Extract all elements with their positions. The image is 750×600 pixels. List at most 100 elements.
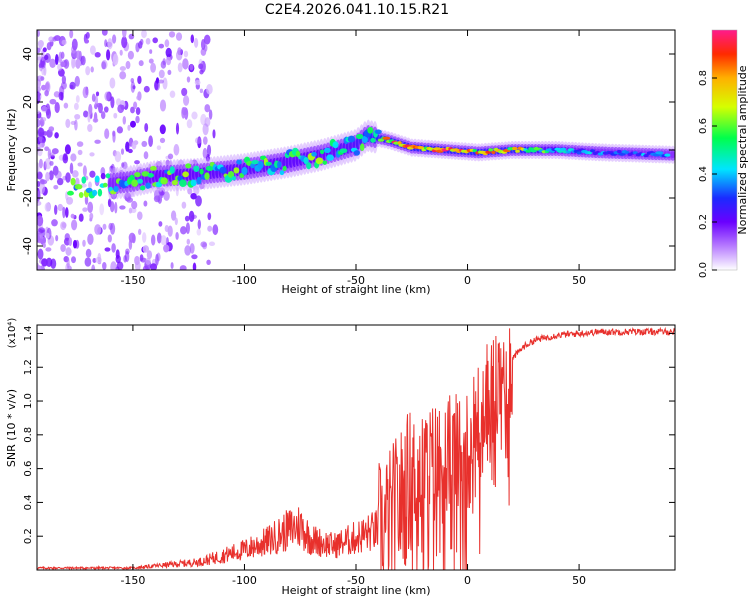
spectrogram-cell [170, 210, 177, 221]
spectrogram-cell [156, 232, 162, 244]
spectrogram-cell [102, 262, 107, 270]
spectrogram-cell [74, 75, 80, 87]
spectrogram-cell [163, 244, 170, 253]
spectrogram-cell [133, 101, 138, 110]
spectrogram-cell [84, 195, 89, 205]
spectrogram-cell [250, 162, 255, 169]
spectrogram-cell [324, 147, 331, 154]
spectrogram-cell [82, 165, 87, 177]
x-tick-label: 0 [464, 574, 471, 587]
spectrogram-cell [167, 69, 172, 76]
spectrogram-cell [135, 115, 140, 124]
spectrogram-cell [37, 265, 42, 270]
spectrogram-cell [159, 137, 166, 144]
spectrogram-cell [62, 206, 66, 219]
spectrogram-cell [112, 53, 119, 66]
spectrogram-cell [55, 234, 59, 242]
spectrogram-cell [361, 135, 368, 144]
spectrogram-cell [212, 224, 219, 236]
spectrogram-cell [37, 233, 40, 243]
spectrogram-cell [143, 85, 150, 93]
spectrogram-cell [150, 62, 157, 73]
snr-x-label: Height of straight line (km) [281, 584, 430, 597]
spectrogram-cell [106, 49, 111, 61]
y-tick-label: 0.8 [23, 427, 34, 443]
spectrogram-cell [488, 148, 494, 152]
spectrogram-cell [63, 59, 70, 69]
spectrogram-cell [110, 261, 117, 270]
spectrogram-cell [142, 232, 147, 243]
spectrogram-cell [169, 166, 175, 174]
spectrogram-cell [185, 222, 190, 235]
spectrogram-cell [257, 161, 264, 169]
spectrogram-cell [131, 141, 137, 150]
spectrogram-cell [102, 223, 107, 230]
spectrogram-cell [56, 177, 64, 186]
spectrogram-cell [73, 102, 79, 111]
spectrogram-cell [37, 118, 41, 128]
spectrogram-cell [181, 107, 188, 116]
spectrogram-cell [190, 34, 195, 44]
spectrogram-cell [102, 182, 108, 188]
colorbar: 0.0 0.2 0.4 0.6 0.8 Normalized spectral ampl… [698, 29, 749, 278]
spectrogram-cell [58, 91, 64, 101]
spectrogram-cell [202, 147, 208, 159]
spectrogram-cell [74, 184, 83, 190]
spectrogram-cell [189, 63, 194, 71]
spectrogram-cell [61, 75, 67, 85]
spectrogram-cell [99, 203, 105, 216]
spectrogram-cell [71, 256, 76, 264]
spectrogram-cell [60, 81, 67, 90]
spectrogram-cell [158, 69, 165, 79]
spectrogram-cell [89, 152, 95, 157]
spectrogram-cell [103, 106, 109, 113]
spectrogram-cell [241, 167, 248, 175]
spectrogram-cell [94, 224, 102, 235]
spectrogram-cell [145, 257, 151, 265]
spectrogram-cell [44, 157, 52, 170]
spectrogram-cell [141, 171, 150, 177]
spectrogram-cell [233, 167, 240, 174]
spectrogram-cell [576, 151, 582, 155]
x-tick-label: 0 [464, 274, 471, 287]
spectrogram-cell [94, 175, 100, 183]
spectrogram-cell [131, 179, 139, 187]
spectrogram-cell [382, 136, 391, 140]
spectrogram-cell [69, 162, 74, 174]
spectrogram-cell [303, 157, 309, 165]
colorbar-tick-label: 0.6 [698, 118, 709, 134]
spectrogram-cell [122, 115, 127, 125]
spectrogram-cell [306, 162, 312, 170]
spectrogram-cell [88, 181, 92, 189]
spectrogram-cell [63, 102, 69, 109]
spectrogram-cell [195, 195, 202, 207]
spectrogram-cell [150, 165, 157, 171]
spectrogram-cell [127, 50, 134, 60]
spectrogram-cell [78, 191, 84, 199]
spectrogram-cell [202, 123, 209, 136]
spectrogram-cell [87, 111, 91, 123]
spectrogram-cell [231, 175, 237, 181]
spectrogram-cell [121, 36, 128, 49]
spectrogram-cell [139, 254, 144, 262]
spectrogram-cell [212, 129, 216, 139]
spectrogram-cell [374, 129, 382, 135]
spectrogram-cell [198, 63, 204, 70]
spectrogram-cell [138, 60, 144, 67]
spectrogram-cell [126, 197, 134, 203]
spectrogram-cell [68, 237, 73, 247]
spectrogram-cell [37, 215, 44, 227]
spectrogram-panel: -150 -100 -50 0 50 -40 -20 0 20 40 Height of str… [5, 29, 676, 296]
spectrogram-cell [181, 87, 188, 97]
spectrogram-cell [82, 86, 89, 99]
spectrogram-cell [71, 170, 79, 178]
spectrogram-cell [104, 128, 110, 140]
spectrogram-cell [49, 160, 54, 166]
spectrogram-cell [127, 124, 131, 131]
spectrogram-cell [80, 55, 86, 66]
spectrogram-cell [236, 159, 242, 165]
spectrogram-cell [75, 95, 80, 103]
spectrogram-cell [72, 239, 78, 249]
spectrogram-cell [326, 154, 334, 161]
